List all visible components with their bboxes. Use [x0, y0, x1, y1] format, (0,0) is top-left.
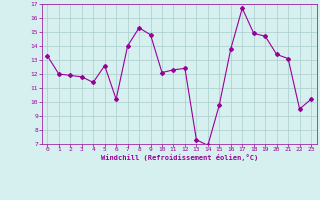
- X-axis label: Windchill (Refroidissement éolien,°C): Windchill (Refroidissement éolien,°C): [100, 154, 258, 161]
